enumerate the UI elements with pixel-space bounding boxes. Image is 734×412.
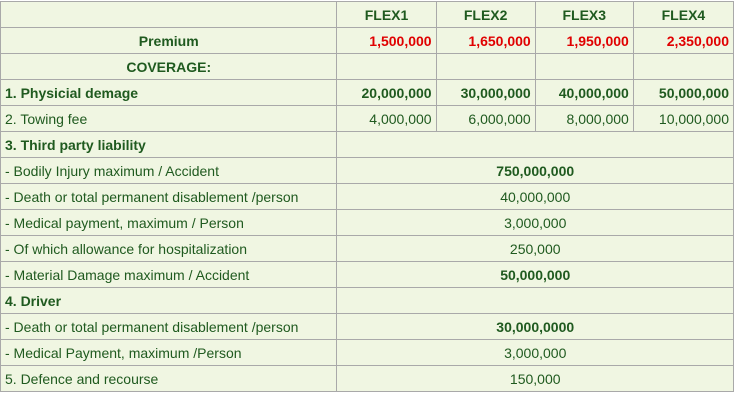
row-label: 4. Driver [0,287,338,314]
value-cell [435,53,536,80]
row-label: Premium [0,27,338,54]
value-cell: 1,500,000 [336,27,437,54]
shared-value-cell: 250,000 [336,235,734,262]
corner-cell [0,1,338,28]
value-cell: 10,000,000 [632,105,734,132]
shared-value-cell: 150,000 [336,365,734,392]
row-label: 5. Defence and recourse [0,365,338,392]
table-row: - Medical Payment, maximum /Person 3,000,… [0,339,734,366]
table-row: Premium 1,500,000 1,650,000 1,950,000 2,350,… [0,27,734,54]
value-cell: 2,350,000 [632,27,734,54]
shared-value-cell: 750,000,000 [336,157,734,184]
value-cell: 8,000,000 [534,105,634,132]
column-header: FLEX4 [632,1,734,28]
table-row: - Medical payment, maximum / Person 3,000… [0,209,734,236]
table-row: - Of which allowance for hospitalization… [0,235,734,262]
row-label: - Medical Payment, maximum /Person [0,339,338,366]
row-label: - Death or total permanent disablement /… [0,313,338,340]
row-label: - Of which allowance for hospitalization [0,235,338,262]
row-label: 2. Towing fee [0,105,338,132]
shared-value-cell: 3,000,000 [336,339,734,366]
coverage-table: FLEX1 FLEX2 FLEX3 FLEX4 Premium 1,500,000… [0,1,734,392]
table-row: - Material Damage maximum / Accident 50,0… [0,261,734,288]
shared-value-cell [336,131,734,158]
value-cell: 1,950,000 [534,27,634,54]
row-label: - Bodily Injury maximum / Accident [0,157,338,184]
row-label: 3. Third party liability [0,131,338,158]
header-row: FLEX1 FLEX2 FLEX3 FLEX4 [0,1,734,28]
shared-value-cell [336,287,734,314]
value-cell: 1,650,000 [435,27,536,54]
table-row: COVERAGE: [0,53,734,80]
column-header: FLEX2 [435,1,536,28]
value-cell [534,53,634,80]
table-row: 3. Third party liability [0,131,734,158]
shared-value-cell: 3,000,000 [336,209,734,236]
table-row: - Death or total permanent disablement /… [0,183,734,210]
row-label: - Material Damage maximum / Accident [0,261,338,288]
table-row: - Bodily Injury maximum / Accident 750,00… [0,157,734,184]
value-cell: 30,000,000 [435,79,536,106]
value-cell: 4,000,000 [336,105,437,132]
row-label: 1. Physicial demage [0,79,338,106]
value-cell: 40,000,000 [534,79,634,106]
value-cell [632,53,734,80]
table-row: 2. Towing fee 4,000,000 6,000,000 8,000,000… [0,105,734,132]
column-header: FLEX1 [336,1,437,28]
row-label: - Death or total permanent disablement /… [0,183,338,210]
value-cell [336,53,437,80]
table-row: 4. Driver [0,287,734,314]
row-label: COVERAGE: [0,53,338,80]
table-body: FLEX1 FLEX2 FLEX3 FLEX4 Premium 1,500,000… [0,1,734,392]
row-label: - Medical payment, maximum / Person [0,209,338,236]
shared-value-cell: 30,000,0000 [336,313,734,340]
value-cell: 20,000,000 [336,79,437,106]
table-row: 5. Defence and recourse 150,000 [0,365,734,392]
value-cell: 50,000,000 [632,79,734,106]
shared-value-cell: 50,000,000 [336,261,734,288]
column-header: FLEX3 [534,1,634,28]
shared-value-cell: 40,000,000 [336,183,734,210]
table-row: 1. Physicial demage 20,000,000 30,000,000 4… [0,79,734,106]
table-row: - Death or total permanent disablement /… [0,313,734,340]
value-cell: 6,000,000 [435,105,536,132]
